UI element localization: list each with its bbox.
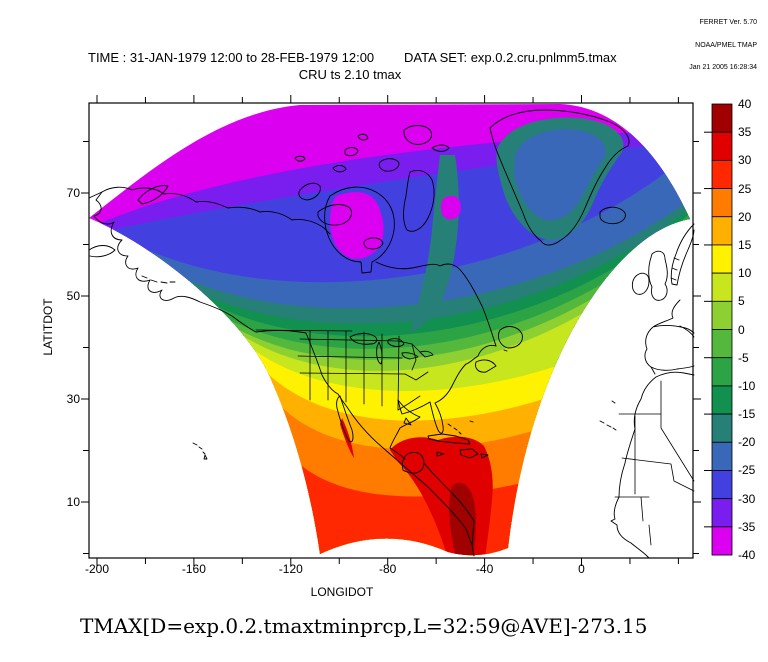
variable-expression-caption: TMAX[D=exp.0.2.tmaxtminprcp,L=32:59@AVE]… bbox=[80, 614, 648, 638]
colorbar-level-label: 25 bbox=[738, 181, 752, 196]
colorbar-level-label: -25 bbox=[738, 463, 756, 478]
plot-subtitle: CRU ts 2.10 tmax bbox=[298, 67, 402, 82]
colorbar-segment bbox=[711, 216, 733, 246]
colorbar-segment bbox=[711, 498, 733, 528]
colorbar-level-label: -30 bbox=[738, 491, 756, 506]
plot-frame bbox=[88, 102, 694, 559]
colorbar bbox=[704, 103, 733, 556]
y-tick-label: 70 bbox=[66, 186, 80, 200]
colorbar-segment bbox=[711, 441, 733, 471]
colorbar-segment bbox=[711, 413, 733, 443]
x-tick-label: -40 bbox=[475, 562, 494, 576]
colorbar-level-label: 40 bbox=[738, 97, 752, 111]
dataset-title: DATA SET: exp.0.2.cru.pnlmm5.tmax bbox=[404, 50, 617, 65]
colorbar-level-label: 30 bbox=[738, 153, 752, 168]
colorbar-segment bbox=[711, 526, 733, 556]
time-range-title: TIME : 31-JAN-1979 12:00 to 28-FEB-1979 … bbox=[88, 50, 375, 65]
colorbar-segment bbox=[711, 357, 733, 387]
x-tick-label: -120 bbox=[278, 562, 303, 576]
colorbar-segment bbox=[711, 385, 733, 415]
colorbar-segment bbox=[711, 103, 733, 133]
colorbar-level-label: -10 bbox=[738, 378, 756, 393]
colorbar-level-label: 20 bbox=[738, 209, 752, 224]
colorbar-level-label: -35 bbox=[738, 519, 756, 534]
colorbar-segment bbox=[711, 159, 733, 189]
colorbar-level-label: 10 bbox=[738, 266, 752, 281]
colorbar-segment bbox=[711, 244, 733, 274]
axis-ticks bbox=[81, 95, 701, 566]
colorbar-level-label: 35 bbox=[738, 125, 752, 140]
stamp-line-1: FERRET Ver. 5.70 bbox=[699, 19, 757, 26]
colorbar-level-label: -40 bbox=[738, 548, 756, 563]
colorbar-level-label: 5 bbox=[738, 294, 745, 309]
colorbar-level-label: -5 bbox=[738, 350, 749, 365]
colorbar-segment bbox=[711, 188, 733, 218]
ferret-version-stamp: FERRET Ver. 5.70 NOAA/PMEL TMAP Jan 21 2… bbox=[689, 4, 757, 87]
x-axis-title: LONGIDOT bbox=[310, 585, 374, 599]
x-tick-label: 0 bbox=[578, 562, 585, 576]
colorbar-segment bbox=[711, 300, 733, 330]
colorbar-level-label: 15 bbox=[738, 237, 752, 252]
y-tick-label: 50 bbox=[66, 289, 80, 303]
colorbar-level-label: -15 bbox=[738, 407, 756, 422]
x-tick-label: -160 bbox=[181, 562, 206, 576]
colorbar-segment bbox=[711, 131, 733, 161]
coastline-outlines bbox=[88, 109, 695, 559]
colorbar-segment bbox=[711, 272, 733, 302]
colorbar-segment bbox=[711, 329, 733, 359]
stamp-line-3: Jan 21 2005 16:28:34 bbox=[689, 64, 757, 71]
stamp-line-2: NOAA/PMEL TMAP bbox=[695, 41, 757, 49]
colorbar-level-label: -20 bbox=[738, 435, 756, 450]
x-tick-label: -80 bbox=[379, 562, 397, 576]
y-tick-label: 30 bbox=[66, 392, 80, 406]
y-tick-label: 10 bbox=[66, 495, 80, 509]
colorbar-level-label: 0 bbox=[738, 322, 745, 337]
y-axis-title: LATITDOT bbox=[41, 298, 55, 356]
colorbar-segment bbox=[711, 470, 733, 500]
x-tick-label: -200 bbox=[84, 562, 110, 576]
